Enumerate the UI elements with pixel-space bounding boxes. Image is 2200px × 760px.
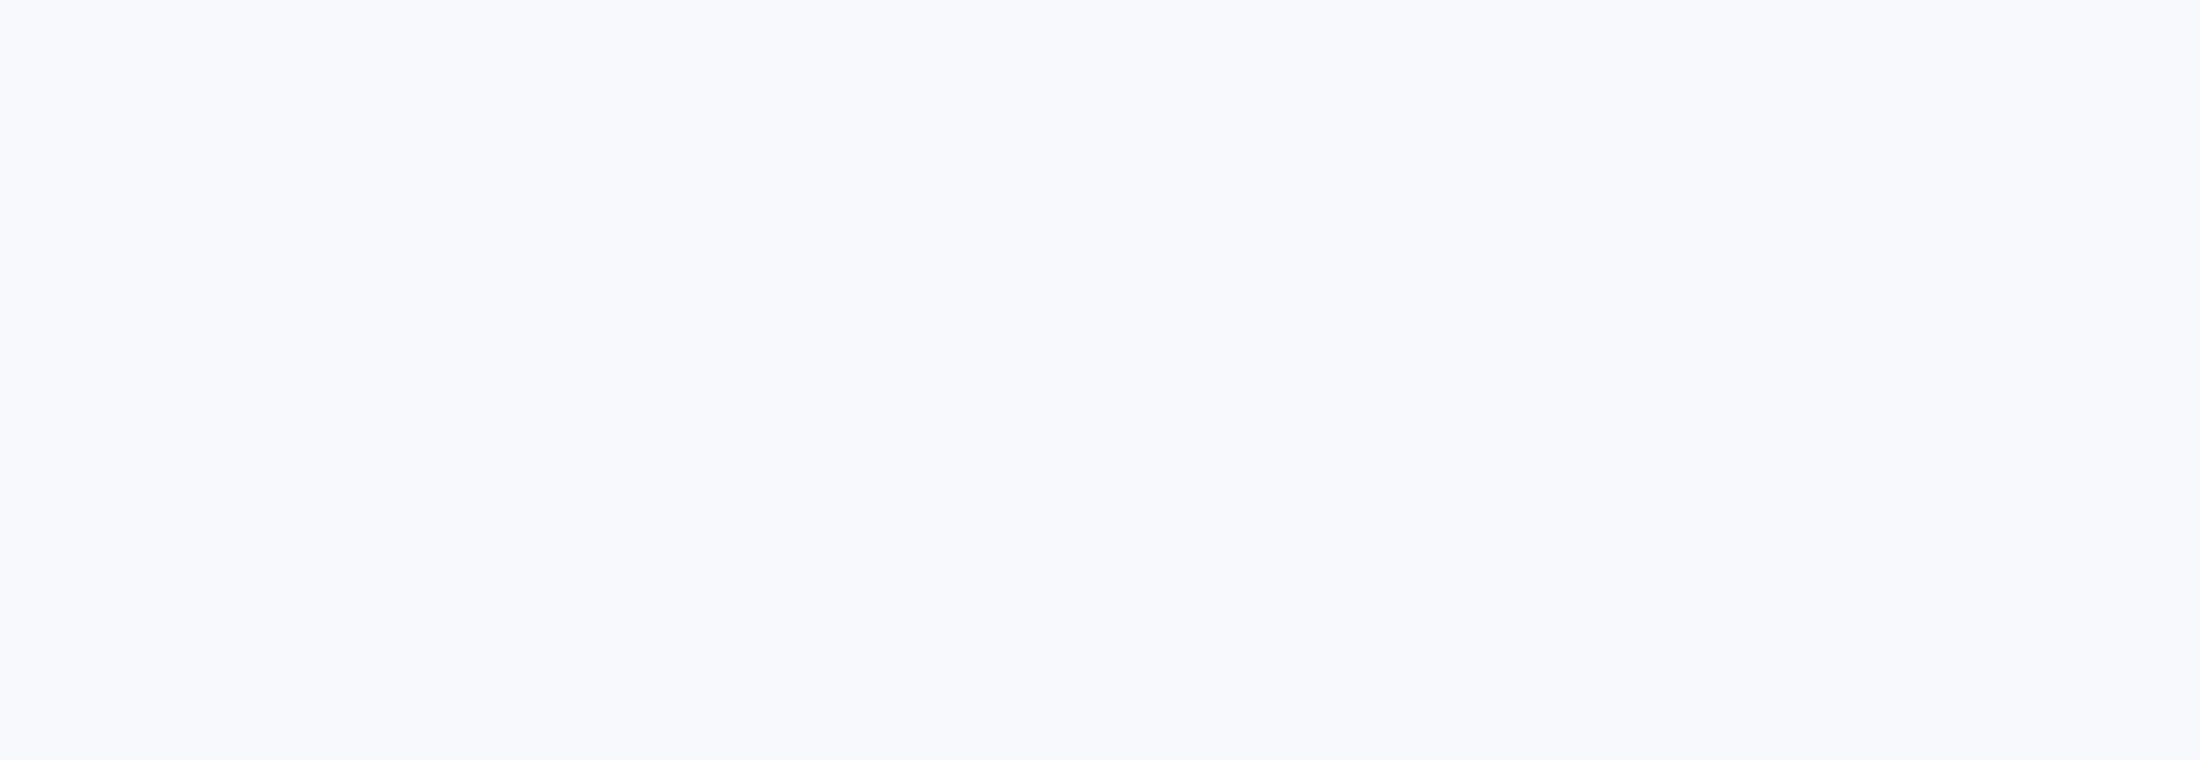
- rsi-chart-canvas: [0, 0, 2200, 760]
